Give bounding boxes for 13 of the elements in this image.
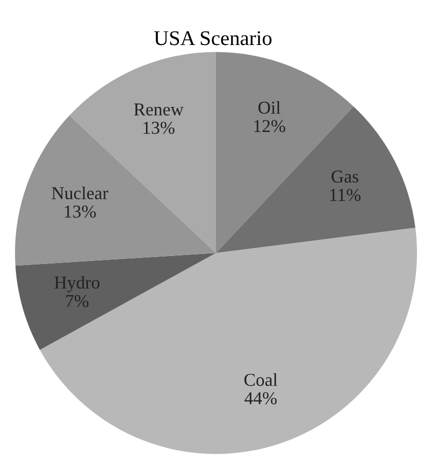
data-label: 13% xyxy=(64,206,96,218)
slice-label: Hydro xyxy=(54,276,100,292)
slice-label: Gas xyxy=(332,170,358,183)
slice-label: Renew xyxy=(134,104,184,116)
data-label: 13% xyxy=(144,122,174,134)
data-label: 11% xyxy=(330,188,361,202)
data-label: 44% xyxy=(244,392,277,404)
slice-label: Nuclear xyxy=(52,186,108,200)
chart-title: USA Scenario xyxy=(154,31,272,46)
data-label: 12% xyxy=(254,120,286,132)
slice-label: Coal xyxy=(244,373,278,386)
data-label: 7% xyxy=(66,294,88,308)
slice-label: Oil xyxy=(258,101,280,114)
